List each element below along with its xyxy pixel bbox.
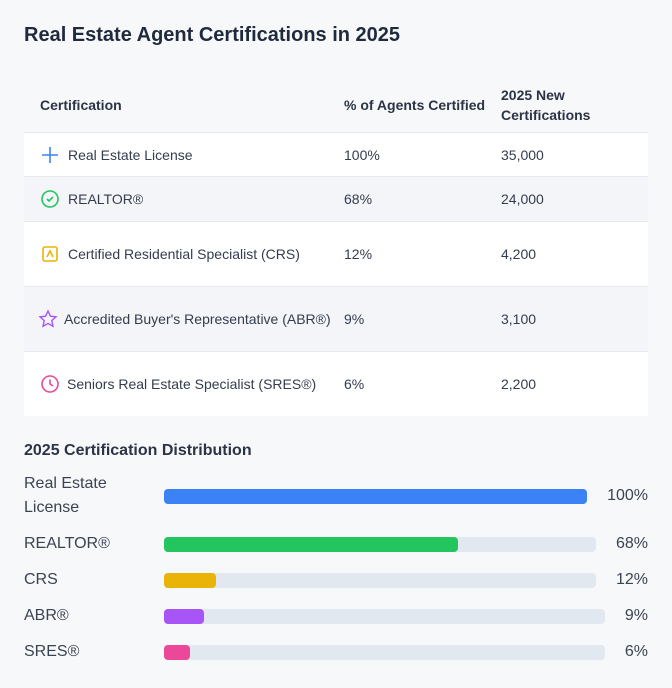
col-header: % of Agents Certified: [344, 97, 486, 113]
dist-label: CRS: [24, 571, 58, 588]
header-row: Certification % of Agents Certified 2025…: [24, 78, 648, 133]
icon-plus: [42, 146, 58, 163]
cell: 68%: [344, 191, 373, 207]
dist-label: REALTOR®: [24, 535, 110, 552]
cell: 24,000: [501, 191, 544, 207]
dist-label: Real Estate License: [24, 475, 107, 516]
bar-track: [164, 572, 596, 588]
value-label: 68%: [615, 535, 648, 552]
value-label: 12%: [615, 571, 648, 588]
table-row: Seniors Real Estate Specialist (SRES®) 6…: [24, 351, 648, 416]
bar-track: [164, 488, 588, 504]
bar: [164, 644, 191, 660]
dist-row: CRS 12%: [24, 562, 648, 598]
col-header: 2025 New Certifications: [501, 87, 591, 123]
cell: Seniors Real Estate Specialist (SRES®): [67, 375, 317, 392]
bar-track: [164, 608, 605, 624]
cert-table: Certification % of Agents Certified 2025…: [24, 78, 648, 416]
cell: 35,000: [501, 146, 544, 163]
value-label: 6%: [624, 643, 648, 660]
cell: 12%: [344, 246, 373, 262]
dist-label: SRES®: [24, 643, 80, 660]
dist-row: Real Estate License 100%: [24, 472, 648, 520]
bar: [164, 536, 458, 552]
bar: [164, 608, 204, 624]
dist-row: REALTOR® 68%: [24, 526, 648, 562]
cell: Accredited Buyer's Representative (ABR®): [64, 311, 331, 327]
icon-check: [41, 190, 59, 208]
cell: 100%: [344, 146, 380, 163]
table-row: REALTOR® 68% 24,000: [24, 176, 648, 222]
cell: 2,200: [501, 375, 537, 392]
cell: 3,100: [501, 311, 537, 327]
section-title: 2025 Certification Distribution: [24, 442, 252, 459]
value-label: 100%: [607, 487, 648, 504]
cell: 6%: [344, 375, 365, 392]
value-label: 9%: [624, 607, 648, 624]
bar-track: [164, 644, 605, 660]
icon-star: [38, 309, 58, 328]
cell: Certified Residential Specialist (CRS): [68, 246, 300, 262]
table-row: Real Estate License 100% 35,000: [24, 132, 648, 177]
dist-row: ABR® 9%: [24, 598, 648, 634]
page-title: Real Estate Agent Certifications in 2025: [24, 24, 401, 46]
distribution: Real Estate License 100% REALTOR® 68% CRS 12%…: [24, 472, 648, 670]
bar: [164, 488, 588, 504]
col-header: Certification: [40, 97, 122, 113]
dist-row: SRES® 6%: [24, 634, 648, 670]
cell: Real Estate License: [68, 146, 193, 163]
cell: REALTOR®: [68, 191, 144, 207]
table-row: Certified Residential Specialist (CRS) 1…: [24, 221, 648, 287]
bar-track: [164, 536, 596, 552]
icon-clock: [41, 374, 59, 393]
bar: [164, 572, 216, 588]
icon-badge: [42, 246, 58, 262]
cell: 9%: [344, 311, 365, 327]
cell: 4,200: [501, 246, 537, 262]
dist-label: ABR®: [24, 607, 69, 624]
table-row: Accredited Buyer's Representative (ABR®)…: [24, 286, 648, 352]
